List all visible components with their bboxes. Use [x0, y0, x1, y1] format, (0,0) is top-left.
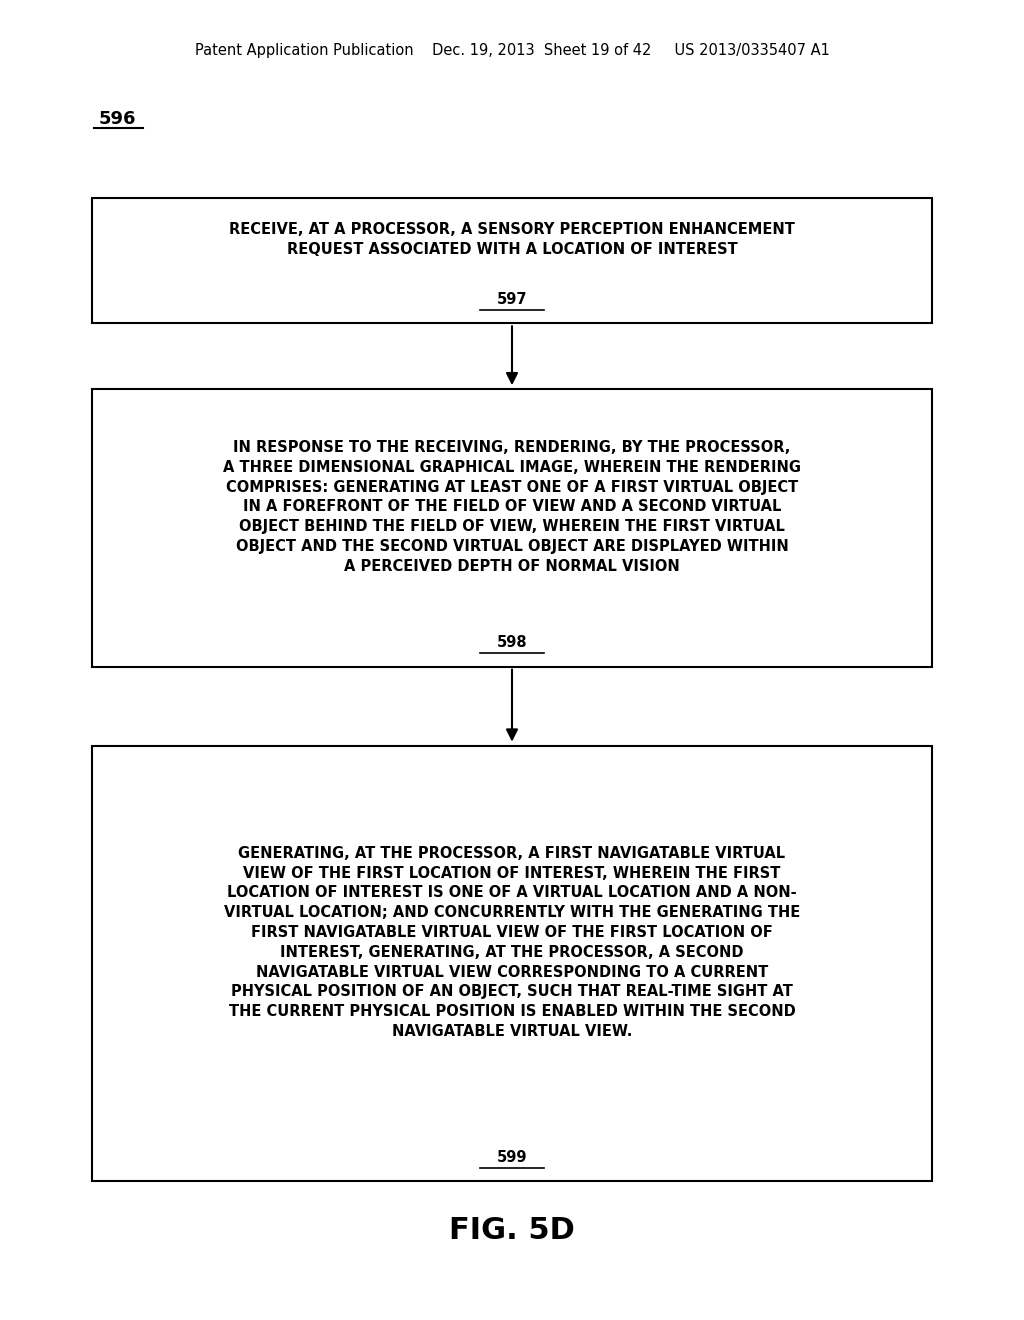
Text: Patent Application Publication    Dec. 19, 2013  Sheet 19 of 42     US 2013/0335: Patent Application Publication Dec. 19, … [195, 42, 829, 58]
FancyBboxPatch shape [92, 389, 932, 667]
FancyBboxPatch shape [92, 198, 932, 323]
Text: 597: 597 [497, 292, 527, 308]
Text: 599: 599 [497, 1150, 527, 1166]
Text: 596: 596 [99, 110, 136, 128]
Text: 598: 598 [497, 635, 527, 651]
Text: GENERATING, AT THE PROCESSOR, A FIRST NAVIGATABLE VIRTUAL
VIEW OF THE FIRST LOCA: GENERATING, AT THE PROCESSOR, A FIRST NA… [224, 846, 800, 1039]
Text: RECEIVE, AT A PROCESSOR, A SENSORY PERCEPTION ENHANCEMENT
REQUEST ASSOCIATED WIT: RECEIVE, AT A PROCESSOR, A SENSORY PERCE… [229, 222, 795, 257]
Text: FIG. 5D: FIG. 5D [450, 1216, 574, 1245]
FancyBboxPatch shape [92, 746, 932, 1181]
Text: IN RESPONSE TO THE RECEIVING, RENDERING, BY THE PROCESSOR,
A THREE DIMENSIONAL G: IN RESPONSE TO THE RECEIVING, RENDERING,… [223, 440, 801, 574]
